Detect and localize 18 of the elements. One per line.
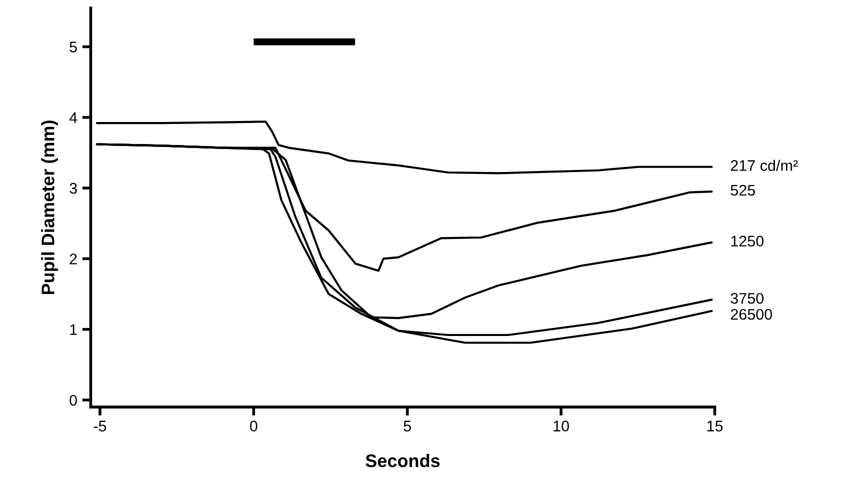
x-tick-label: -5 (94, 420, 106, 432)
series-label: 26500 (730, 308, 772, 320)
y-tick-label: 3 (70, 182, 77, 194)
y-tick-label: 2 (70, 254, 77, 264)
series-label: 3750 (730, 292, 764, 304)
series-label: 525 (730, 184, 755, 196)
x-tick-label: 10 (554, 420, 569, 432)
y-tick-label: 4 (69, 112, 78, 123)
x-axis-title: Seconds (366, 454, 440, 468)
y-tick-label: 0 (70, 394, 77, 406)
y-tick-label: 1 (70, 324, 77, 335)
series-label: 217 cd/m² (730, 160, 798, 171)
y-axis-title: Pupil Diameter (mm) (41, 120, 58, 294)
x-tick-label: 0 (250, 420, 258, 432)
series-label: 1250 (731, 236, 764, 247)
y-tick-label: 5 (70, 42, 77, 52)
x-tick-label: 5 (404, 420, 411, 432)
x-tick-label: 15 (707, 420, 723, 432)
